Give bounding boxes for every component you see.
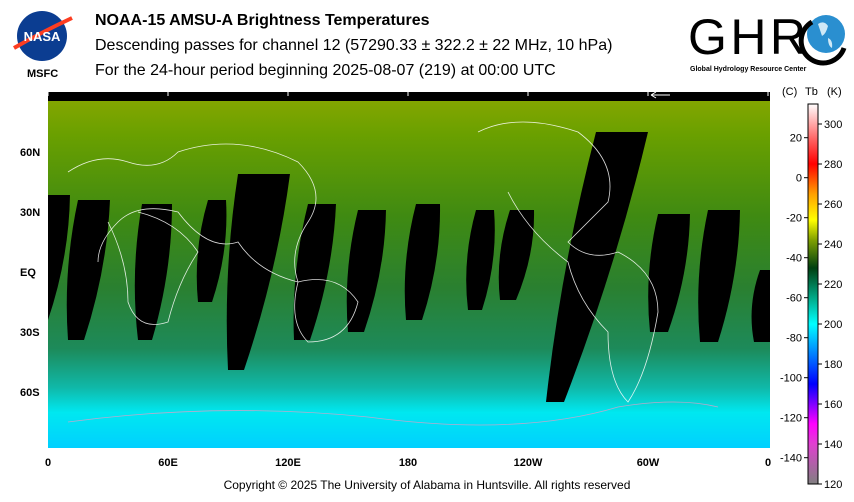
colorbar-tick-label-k: 280 [824, 159, 842, 171]
colorbar-tick-label-k: 180 [824, 359, 842, 371]
chart-subtitle-period: For the 24-hour period beginning 2025-08… [95, 62, 556, 79]
lat-tick-label: 30S [20, 327, 40, 339]
colorbar-tick-label-c: -120 [780, 413, 802, 425]
lat-tick-label: 60N [20, 147, 41, 159]
no-data-swath-gap [404, 204, 441, 320]
no-data-swath-gap [648, 214, 690, 332]
ghrc-logo: GHR [688, 4, 850, 66]
colorbar-tick-label-c: 0 [796, 173, 802, 185]
chart-title: NOAA-15 AMSU-A Brightness Temperatures [95, 12, 430, 29]
no-data-swath-gap [134, 204, 172, 340]
lon-tick-label: 120W [513, 457, 543, 469]
svg-text:GHR: GHR [688, 9, 806, 65]
colorbar-label-celsius: (C) [782, 86, 798, 98]
colorbar-tick-label-k: 220 [824, 279, 842, 291]
lon-tick-label: 0 [764, 457, 772, 469]
colorbar-tick-label-c: 20 [790, 133, 802, 145]
no-data-swath-gap [66, 200, 110, 340]
svg-text:NASA: NASA [24, 29, 61, 44]
colorbar-tick-label-k: 300 [824, 119, 842, 131]
colorbar-label-kelvin: (K) [827, 86, 842, 98]
no-data-swath-gap [48, 195, 70, 320]
colorbar-tick-label-k: 140 [824, 439, 842, 451]
colorbar-tick-label-k: 160 [824, 399, 842, 411]
no-data-swath-gap [498, 210, 535, 300]
coastlines [67, 121, 719, 426]
no-data-polar-band [48, 92, 770, 101]
colorbar: 120140160180200220240260280300200-20-40-… [780, 103, 842, 490]
colorbar-tick-label-c: -140 [780, 453, 802, 465]
msfc-label: MSFC [27, 68, 59, 80]
ghrc-caption: Global Hydrology Resource Center [690, 66, 807, 73]
nasa-logo: NASA [12, 10, 74, 62]
no-data-swath-gap [196, 200, 227, 302]
lat-tick-label: EQ [20, 267, 36, 279]
brightness-temperature-map [48, 92, 770, 448]
colorbar-tick-label-c: -100 [780, 373, 802, 385]
no-data-swath-gap [751, 270, 770, 342]
no-data-swath-gap [546, 132, 648, 402]
lon-tick-label: 60W [636, 457, 660, 469]
lat-tick-label: 60S [20, 387, 40, 399]
colorbar-tick-label-k: 240 [824, 239, 842, 251]
lon-tick-label: 120E [275, 457, 301, 469]
colorbar-tick-label-c: -60 [786, 293, 802, 305]
colorbar-tick-label-c: -80 [786, 333, 802, 345]
lon-tick-label: 180 [398, 457, 418, 469]
colorbar-tick-label-c: -20 [786, 213, 802, 225]
pass-direction-arrow-icon [650, 92, 670, 99]
colorbar-tick-label-k: 260 [824, 199, 842, 211]
colorbar-tick-label-k: 200 [824, 319, 842, 331]
copyright: Copyright © 2025 The University of Alaba… [223, 478, 631, 492]
colorbar-tick-label-c: -40 [786, 253, 802, 265]
lon-tick-label: 60E [158, 457, 178, 469]
no-data-swath-gap [226, 174, 290, 370]
colorbar-label-tb: Tb [805, 86, 818, 98]
colorbar-tick-label-k: 120 [824, 479, 842, 490]
no-data-swath-gap [346, 210, 386, 332]
no-data-swath-gap [466, 210, 495, 310]
no-data-swath-gap [293, 204, 336, 340]
lon-tick-label: 0 [44, 457, 52, 469]
chart-subtitle-channel: Descending passes for channel 12 (57290.… [95, 37, 613, 54]
colorbar-gradient [807, 103, 819, 485]
lat-tick-label: 30N [20, 207, 41, 219]
no-data-swath-gap [698, 210, 740, 342]
